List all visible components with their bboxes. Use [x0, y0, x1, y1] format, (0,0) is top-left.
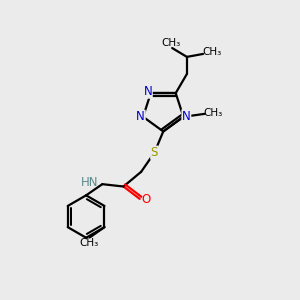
Text: N: N: [182, 110, 191, 123]
Text: O: O: [141, 193, 150, 206]
Text: CH₃: CH₃: [203, 108, 222, 118]
Text: CH₃: CH₃: [161, 38, 180, 48]
Text: HN: HN: [81, 176, 99, 190]
Text: N: N: [143, 85, 152, 98]
Text: CH₃: CH₃: [80, 238, 99, 248]
Text: CH₃: CH₃: [202, 47, 222, 58]
Text: N: N: [136, 110, 145, 123]
Text: S: S: [151, 146, 158, 159]
